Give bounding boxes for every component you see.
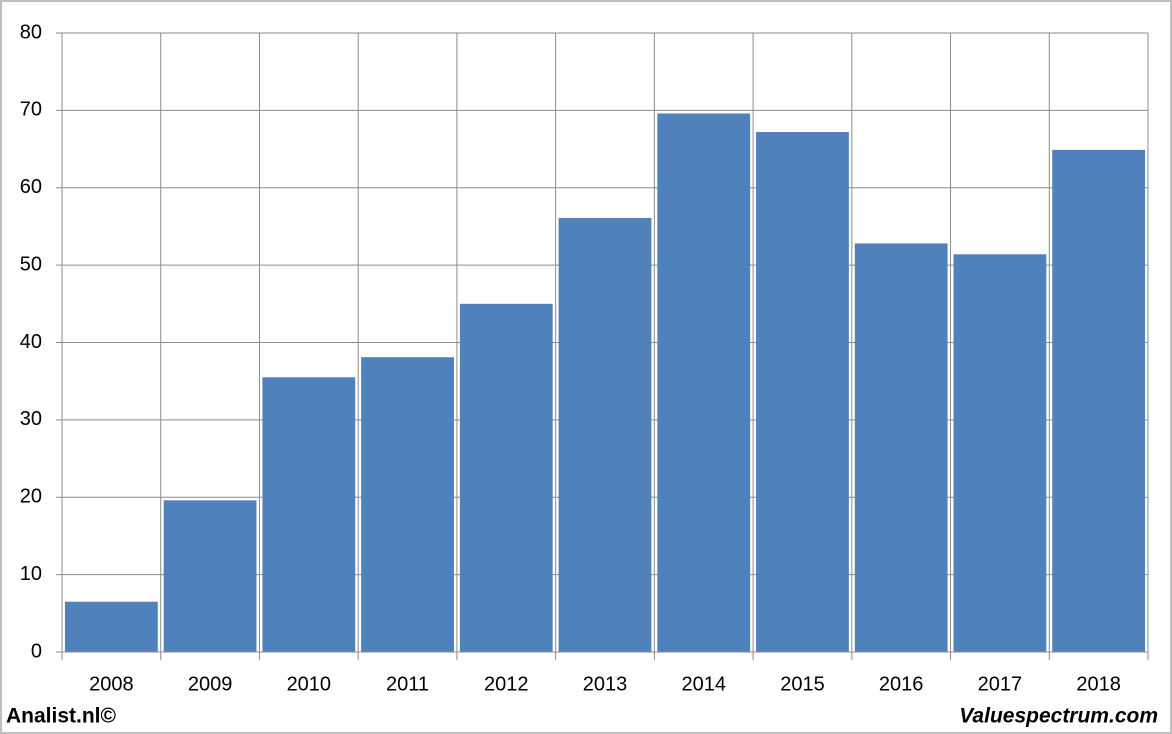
bar [361,357,454,652]
bar [459,303,553,652]
y-tick-label: 50 [20,253,42,275]
y-tick-label: 60 [20,176,42,198]
y-tick-label: 80 [20,21,42,43]
x-tick-label: 2014 [681,673,726,695]
y-tick-label: 30 [20,408,42,430]
bar [1052,149,1146,652]
x-tick-label: 2013 [583,673,628,695]
bar [558,217,652,652]
bar [163,500,257,652]
bar [854,243,948,652]
y-tick-label: 0 [31,640,42,662]
x-tick-label: 2008 [89,673,134,695]
x-tick-label: 2017 [978,673,1023,695]
x-tick-label: 2009 [188,673,233,695]
y-tick-label: 20 [20,486,42,508]
x-tick-label: 2011 [386,673,429,695]
x-tick-label: 2012 [484,673,529,695]
bar [756,132,849,653]
bar [64,601,158,652]
y-tick-label: 70 [20,99,42,121]
bar [657,113,751,653]
bar [262,377,356,652]
y-tick-label: 10 [20,563,42,585]
x-tick-label: 2018 [1076,673,1121,695]
bar [953,254,1047,653]
x-tick-label: 2015 [780,673,825,695]
x-tick-label: 2016 [879,673,924,695]
y-tick-label: 40 [20,331,42,353]
credit: Analist.nl© [6,705,117,728]
source: Valuespectrum.com [959,705,1158,728]
x-tick-label: 2010 [287,673,332,695]
